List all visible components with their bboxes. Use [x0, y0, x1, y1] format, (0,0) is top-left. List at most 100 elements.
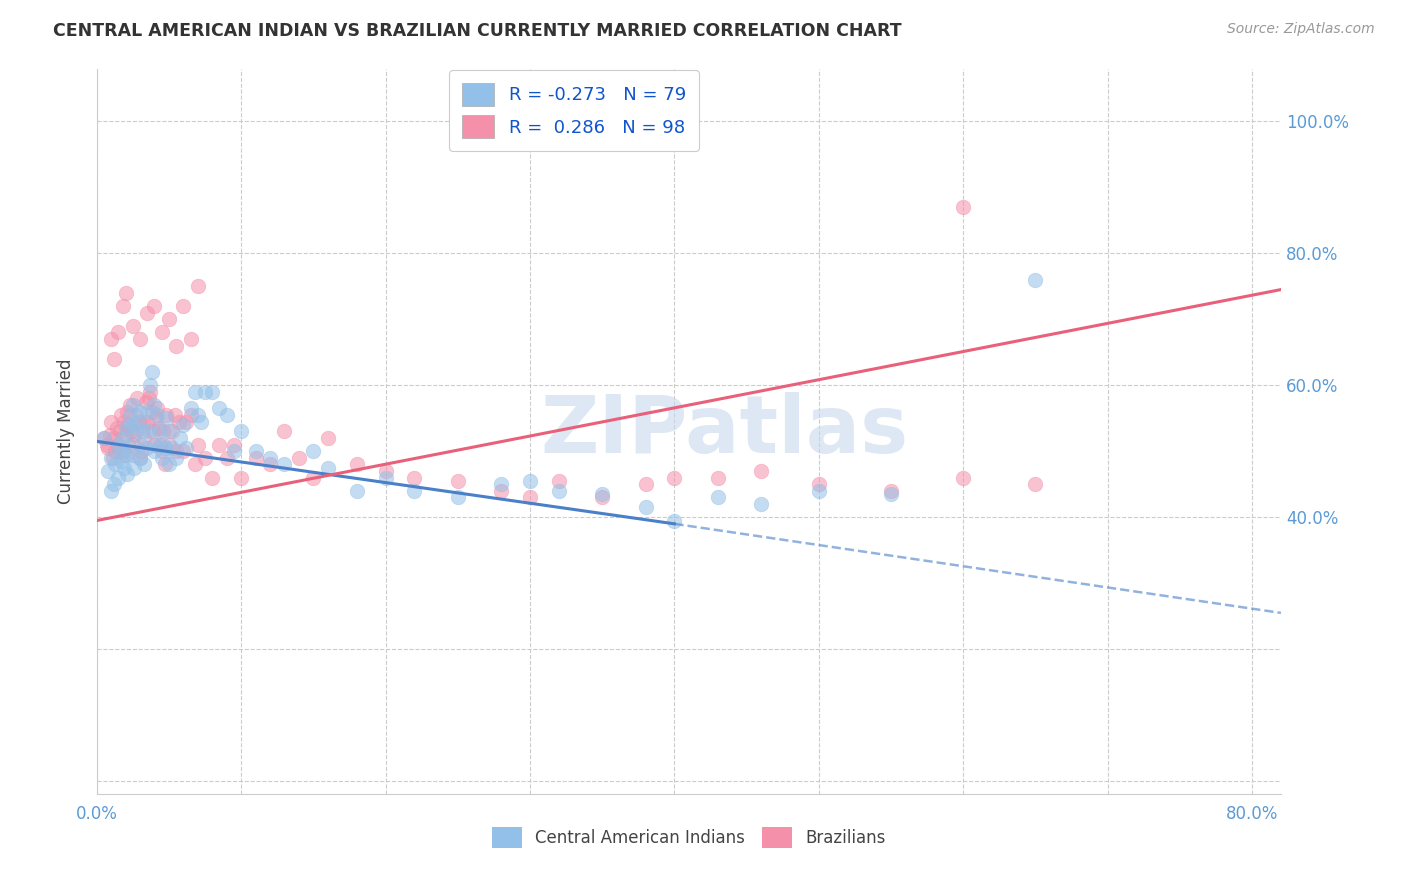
Point — [152, 437, 174, 451]
Point — [807, 477, 830, 491]
Point — [145, 411, 167, 425]
Point — [273, 425, 295, 439]
Point — [346, 483, 368, 498]
Point — [125, 408, 148, 422]
Point — [155, 408, 177, 422]
Point — [187, 408, 209, 422]
Point — [108, 444, 131, 458]
Point — [110, 454, 132, 468]
Point — [129, 332, 152, 346]
Point — [98, 427, 121, 442]
Point — [165, 339, 187, 353]
Point — [108, 425, 131, 439]
Point — [136, 415, 159, 429]
Point — [155, 411, 177, 425]
Text: ZIPatlas: ZIPatlas — [540, 392, 908, 470]
Point — [153, 458, 176, 472]
Point — [152, 425, 174, 439]
Point — [404, 483, 426, 498]
Point — [664, 514, 686, 528]
Point — [316, 460, 339, 475]
Point — [122, 427, 145, 442]
Point — [103, 431, 125, 445]
Point — [591, 487, 613, 501]
Point — [143, 299, 166, 313]
Point — [104, 458, 127, 472]
Point — [489, 483, 512, 498]
Point — [132, 417, 155, 432]
Point — [519, 491, 541, 505]
Point — [97, 441, 120, 455]
Point — [142, 425, 165, 439]
Point — [157, 458, 180, 472]
Point — [141, 365, 163, 379]
Point — [114, 448, 136, 462]
Point — [129, 404, 152, 418]
Point — [121, 318, 143, 333]
Point — [96, 437, 118, 451]
Point — [316, 431, 339, 445]
Point — [118, 398, 141, 412]
Point — [807, 483, 830, 498]
Point — [153, 441, 176, 455]
Point — [134, 431, 156, 445]
Point — [547, 474, 569, 488]
Point — [180, 401, 202, 416]
Point — [111, 431, 134, 445]
Point — [150, 326, 173, 340]
Point — [132, 425, 155, 439]
Point — [122, 460, 145, 475]
Point — [93, 431, 115, 445]
Point — [259, 450, 281, 465]
Point — [117, 437, 139, 451]
Point — [121, 398, 143, 412]
Point — [146, 401, 169, 416]
Point — [229, 470, 252, 484]
Point — [160, 425, 183, 439]
Point — [172, 299, 194, 313]
Point — [187, 279, 209, 293]
Point — [174, 415, 197, 429]
Point — [952, 470, 974, 484]
Point — [749, 464, 772, 478]
Point — [107, 437, 129, 451]
Point — [136, 306, 159, 320]
Point — [115, 404, 138, 418]
Point — [1024, 477, 1046, 491]
Point — [112, 415, 135, 429]
Point — [172, 417, 194, 432]
Point — [952, 200, 974, 214]
Point — [131, 437, 153, 451]
Point — [114, 448, 136, 462]
Point — [150, 450, 173, 465]
Point — [148, 421, 170, 435]
Point — [180, 332, 202, 346]
Point — [222, 437, 245, 451]
Point — [107, 470, 129, 484]
Point — [134, 458, 156, 472]
Point — [121, 437, 143, 451]
Point — [259, 458, 281, 472]
Point — [125, 425, 148, 439]
Point — [167, 415, 190, 429]
Point — [100, 415, 122, 429]
Point — [129, 450, 152, 465]
Point — [138, 392, 160, 406]
Point — [180, 408, 202, 422]
Point — [447, 474, 470, 488]
Point — [169, 431, 191, 445]
Point — [194, 384, 217, 399]
Point — [201, 470, 224, 484]
Point — [163, 408, 186, 422]
Point — [93, 431, 115, 445]
Point — [184, 384, 207, 399]
Point — [374, 470, 396, 484]
Point — [100, 483, 122, 498]
Point — [104, 444, 127, 458]
Point — [172, 444, 194, 458]
Point — [103, 351, 125, 366]
Point — [184, 458, 207, 472]
Point — [749, 497, 772, 511]
Point — [165, 444, 187, 458]
Point — [229, 425, 252, 439]
